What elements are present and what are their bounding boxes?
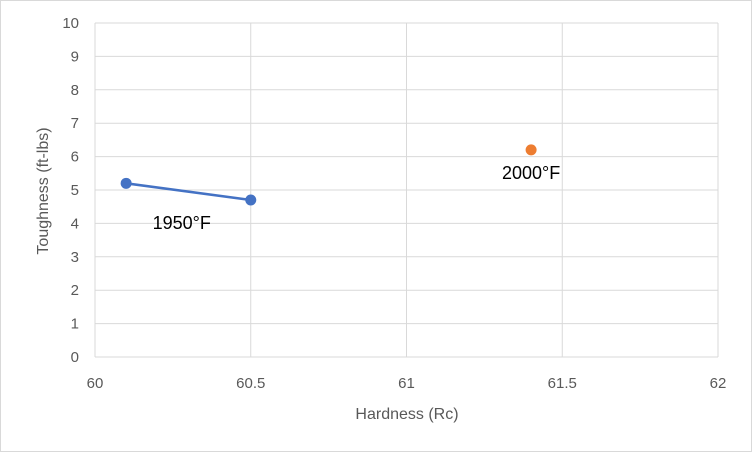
y-axis-title: Toughness (ft-lbs) [35,127,52,254]
series-label: 1950°F [153,213,211,233]
y-axis-tick-labels: 0 1 2 3 4 5 6 7 8 9 10 [62,15,79,366]
x-tick-label: 61.5 [548,375,577,392]
gridlines [94,22,719,358]
y-tick-label: 6 [71,149,79,166]
x-axis-title: Hardness (Rc) [355,406,458,423]
y-tick-label: 0 [71,349,79,366]
y-tick-label: 8 [71,82,79,99]
y-tick-label: 4 [71,215,79,232]
y-tick-label: 3 [71,249,79,266]
x-tick-label: 62 [710,375,727,392]
series-line [125,182,251,202]
data-series: 1950°F 2000°F [120,144,560,233]
series-label: 2000°F [502,163,560,183]
data-point [245,194,257,206]
y-tick-label: 1 [71,316,79,333]
y-tick-label: 9 [71,48,79,65]
data-point [525,144,537,156]
x-tick-label: 60.5 [236,375,265,392]
data-point [120,177,132,189]
x-tick-label: 60 [87,375,104,392]
y-tick-label: 7 [71,115,79,132]
y-tick-label: 2 [71,282,79,299]
x-tick-label: 61 [398,375,415,392]
y-tick-label: 5 [71,182,79,199]
x-axis-tick-labels: 60 60.5 61 61.5 62 [87,375,727,392]
y-tick-label: 10 [62,15,79,32]
